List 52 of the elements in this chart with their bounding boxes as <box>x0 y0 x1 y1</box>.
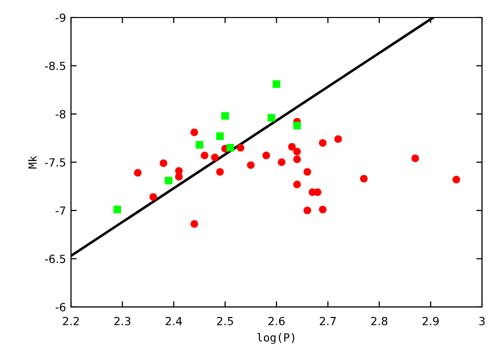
point <box>175 172 183 180</box>
y-tick-label: -7.5 <box>45 158 66 167</box>
point <box>196 141 204 149</box>
point <box>190 220 198 228</box>
x-tick-label: 2.4 <box>166 316 182 326</box>
point <box>268 114 276 122</box>
point <box>190 128 198 136</box>
point <box>318 139 327 147</box>
point <box>149 193 158 201</box>
x-tick-label: 2.9 <box>422 316 439 326</box>
point <box>226 144 234 152</box>
point <box>164 176 172 184</box>
point <box>211 154 219 162</box>
point <box>293 122 301 130</box>
x-tick-label: 2.6 <box>268 316 285 326</box>
point <box>247 161 255 169</box>
y-tick-label: -9 <box>56 13 66 22</box>
y-tick-label: -8.5 <box>45 62 66 70</box>
point <box>318 206 327 214</box>
y-tick-label: -7 <box>56 206 66 215</box>
y-tick-label: -6 <box>56 302 66 312</box>
point <box>304 168 312 176</box>
point <box>334 135 342 143</box>
point <box>272 80 280 88</box>
x-tick-label: 3 <box>479 316 485 326</box>
x-tick-label: 2.7 <box>320 316 336 326</box>
point <box>304 206 312 214</box>
point <box>293 156 301 164</box>
y-tick-label: -6.5 <box>45 254 66 264</box>
point <box>216 168 224 176</box>
point <box>236 144 244 152</box>
point <box>200 152 208 160</box>
point <box>216 132 224 140</box>
y-tick-label: -8 <box>56 110 66 118</box>
x-axis-title: log(P) <box>257 332 294 344</box>
x-tick-label: 2.8 <box>371 316 388 326</box>
point <box>288 142 296 151</box>
y-axis-title: Mk <box>28 156 37 168</box>
point <box>411 154 420 162</box>
point <box>221 112 229 120</box>
point <box>262 152 270 160</box>
point <box>293 148 301 156</box>
x-tick-label: 2.2 <box>62 316 79 326</box>
x-tick-label: 2.3 <box>114 316 130 326</box>
x-tick-label: 2.5 <box>217 316 233 326</box>
point <box>160 159 168 167</box>
point <box>278 158 286 166</box>
point <box>113 206 122 214</box>
point <box>360 174 368 182</box>
point <box>293 180 301 188</box>
point <box>452 176 460 184</box>
point <box>134 169 142 177</box>
